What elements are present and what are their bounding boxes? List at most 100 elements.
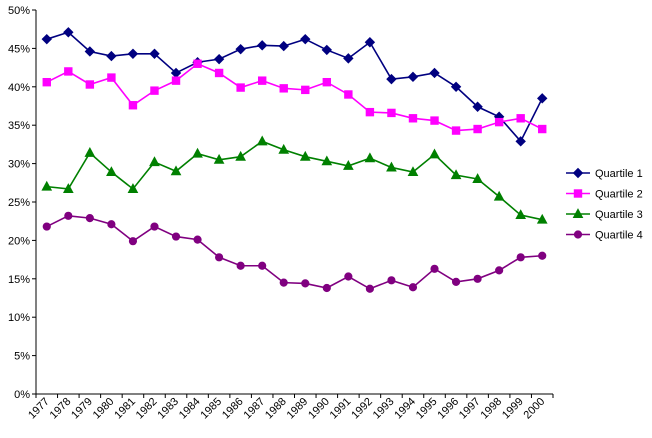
- data-point: [235, 43, 246, 55]
- y-tick-label: 20%: [8, 235, 30, 247]
- y-tick-label: 10%: [8, 312, 30, 324]
- data-point: [171, 76, 181, 85]
- data-point: [193, 235, 202, 244]
- data-point: [127, 48, 139, 59]
- data-point: [473, 124, 482, 134]
- data-point: [128, 237, 138, 246]
- data-point: [493, 190, 505, 201]
- x-tick-label: 1998: [478, 396, 504, 422]
- x-tick-label: 1986: [220, 396, 246, 422]
- data-point: [278, 143, 290, 154]
- data-point: [429, 67, 440, 79]
- x-tick-label: 1984: [177, 396, 203, 422]
- x-axis: 1977197819791980198119821983198419851986…: [26, 393, 554, 422]
- y-tick-label: 25%: [8, 197, 30, 209]
- data-point: [450, 81, 462, 93]
- data-point: [62, 183, 74, 193]
- data-point: [495, 266, 504, 275]
- data-point: [387, 276, 396, 285]
- x-tick-label: 1988: [263, 396, 289, 422]
- data-point: [170, 165, 182, 176]
- data-point: [279, 84, 288, 93]
- data-point: [321, 44, 333, 56]
- data-point: [430, 116, 439, 125]
- data-point: [538, 251, 547, 260]
- data-point: [85, 80, 95, 89]
- data-point: [213, 53, 225, 65]
- data-point: [42, 77, 51, 87]
- data-point: [127, 183, 139, 193]
- data-point: [429, 148, 440, 159]
- data-point: [408, 283, 418, 292]
- data-point: [41, 33, 52, 45]
- x-tick-label: 2000: [522, 396, 548, 422]
- data-point: [515, 209, 527, 220]
- legend-label: Quartile 2: [595, 189, 643, 201]
- legend-marker: [573, 230, 583, 239]
- data-point: [107, 220, 116, 229]
- data-point: [236, 261, 245, 270]
- data-point: [278, 40, 289, 52]
- data-point: [407, 166, 419, 177]
- data-point: [63, 27, 74, 38]
- data-point: [215, 253, 224, 262]
- data-point: [84, 46, 96, 57]
- y-tick-label: 30%: [8, 159, 30, 171]
- x-tick-label: 1978: [48, 396, 74, 422]
- data-point: [430, 264, 439, 273]
- data-point: [64, 211, 73, 220]
- y-tick-label: 5%: [14, 351, 30, 363]
- data-point: [84, 146, 96, 157]
- data-point: [450, 169, 462, 180]
- data-point: [516, 253, 525, 262]
- legend-marker: [573, 189, 583, 198]
- data-point: [343, 53, 354, 64]
- data-point: [193, 59, 202, 68]
- data-point: [344, 272, 353, 281]
- x-tick-label: 1997: [457, 396, 483, 422]
- data-point: [149, 156, 160, 167]
- data-point: [408, 114, 418, 123]
- y-tick-label: 40%: [8, 82, 30, 94]
- data-point: [235, 150, 246, 161]
- x-tick-label: 1990: [306, 396, 332, 422]
- data-point: [451, 277, 461, 286]
- x-tick-label: 1987: [242, 396, 268, 422]
- data-point: [451, 126, 461, 135]
- data-point: [299, 150, 311, 161]
- data-point: [407, 71, 419, 83]
- data-point: [322, 77, 332, 87]
- data-point: [537, 93, 548, 104]
- data-point: [538, 124, 547, 134]
- legend-marker: [572, 208, 584, 218]
- data-point: [150, 86, 159, 95]
- x-tick-label: 1979: [69, 396, 95, 422]
- data-point: [150, 222, 159, 231]
- x-tick-label: 1985: [198, 396, 224, 422]
- data-point: [536, 213, 548, 224]
- y-tick-label: 45%: [8, 43, 30, 55]
- x-tick-label: 1993: [371, 396, 397, 422]
- legend-marker: [572, 167, 584, 179]
- x-tick-label: 1999: [500, 396, 526, 422]
- data-point: [386, 161, 397, 172]
- x-tick-label: 1994: [392, 396, 418, 422]
- y-tick-label: 50%: [8, 5, 30, 17]
- data-point: [149, 48, 160, 59]
- legend-label: Quartile 3: [595, 209, 643, 221]
- y-axis: 0% 5% 10% 15% 20% 25% 30% 35% 40% 45% 50%: [8, 5, 37, 401]
- x-tick-label: 1991: [328, 396, 354, 422]
- data-point: [365, 284, 374, 293]
- y-tick-label: 15%: [8, 274, 30, 286]
- data-point: [322, 283, 331, 293]
- data-point: [213, 153, 225, 164]
- data-point: [364, 152, 376, 163]
- data-point: [257, 76, 267, 85]
- data-point: [343, 160, 354, 170]
- data-point: [256, 40, 268, 51]
- data-point: [515, 136, 526, 147]
- x-tick-label: 1992: [349, 396, 375, 422]
- y-tick-label: 0%: [14, 389, 30, 401]
- data-point: [85, 214, 94, 223]
- data-point: [64, 67, 73, 76]
